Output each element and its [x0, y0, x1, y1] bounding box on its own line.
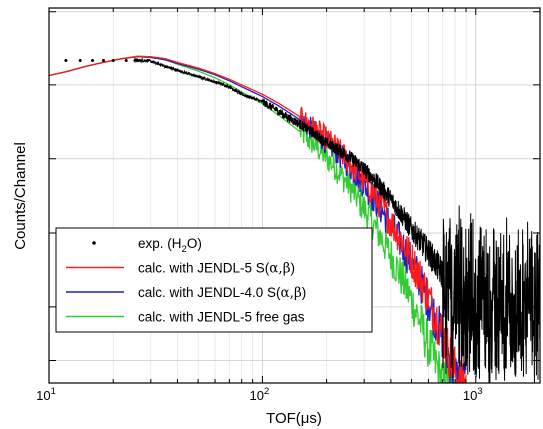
y-axis-title: Counts/Channel — [12, 142, 29, 250]
x-tick-label: 103 — [463, 386, 483, 403]
legend-label: exp. (H2O) — [138, 236, 202, 255]
x-axis-title: TOF(μs) — [266, 410, 322, 427]
exp-data-point — [78, 59, 82, 62]
legend-label: calc. with JENDL-5 S(α,β) — [138, 261, 295, 277]
axis-ticks: 101 102 103 — [36, 8, 541, 403]
exp-data-point — [91, 59, 95, 62]
legend-label: calc. with JENDL-4.0 S(α,β) — [138, 285, 306, 301]
series-layer — [48, 55, 541, 384]
exp-data-band — [133, 57, 541, 384]
legend: exp. (H2O) calc. with JENDL-5 S(α,β) calc.… — [55, 227, 373, 333]
legend-box — [55, 227, 373, 333]
exp-data-point — [124, 59, 128, 62]
exp-data-point — [111, 59, 115, 62]
exp-data-point — [64, 59, 68, 62]
legend-marker — [92, 241, 96, 245]
x-tick-label: 102 — [249, 386, 269, 403]
plot-frame — [48, 7, 541, 384]
legend-label: calc. with JENDL-5 free gas — [138, 310, 305, 325]
x-tick-label: 101 — [36, 386, 56, 403]
exp-data-point — [101, 59, 105, 62]
series-line-1 — [48, 56, 467, 384]
